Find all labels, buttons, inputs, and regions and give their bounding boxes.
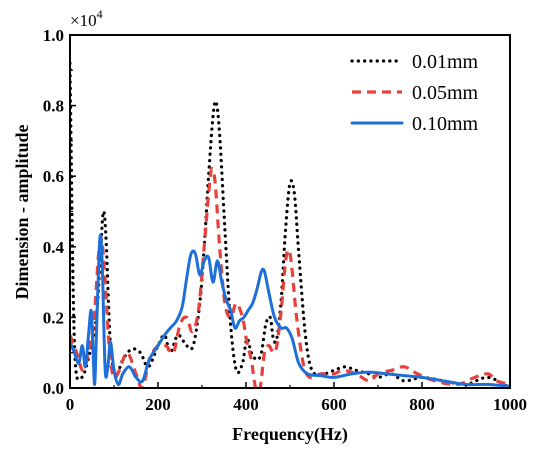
- y-tick-label: 0.0: [43, 379, 64, 398]
- y-tick-label: 1.0: [43, 26, 64, 45]
- series-line-0.01mm: [70, 61, 510, 388]
- y-tick-label: 0.8: [43, 97, 64, 116]
- x-axis-label: Frequency(Hz): [232, 424, 348, 445]
- y-tick-label: 0.6: [43, 167, 64, 186]
- y-multiplier-exponent: 4: [97, 7, 103, 21]
- y-tick-label: 0.4: [43, 238, 65, 257]
- y-multiplier-base: ×10: [70, 11, 97, 30]
- x-tick-label: 400: [233, 395, 259, 414]
- series-line-0.05mm: [70, 167, 510, 388]
- x-tick-label: 200: [145, 395, 171, 414]
- series-layer: [70, 61, 510, 388]
- y-multiplier: ×104: [70, 7, 103, 30]
- x-axis: 0 200 400 600 800 1000: [66, 382, 527, 414]
- series-line-0.10mm: [70, 233, 510, 388]
- legend-label: 0.01mm: [412, 51, 479, 73]
- legend-label: 0.05mm: [412, 82, 479, 104]
- x-tick-label: 800: [409, 395, 435, 414]
- y-axis-label: Dimension - amplitude: [12, 124, 32, 299]
- x-tick-label: 1000: [493, 395, 527, 414]
- x-tick-label: 0: [66, 395, 75, 414]
- legend: 0.01mm 0.05mm 0.10mm: [350, 51, 479, 135]
- legend-label: 0.10mm: [412, 113, 479, 135]
- x-tick-label: 600: [321, 395, 347, 414]
- y-axis: 0.0 0.2 0.4 0.6 0.8 1.0: [43, 26, 76, 398]
- y-tick-label: 0.2: [43, 308, 64, 327]
